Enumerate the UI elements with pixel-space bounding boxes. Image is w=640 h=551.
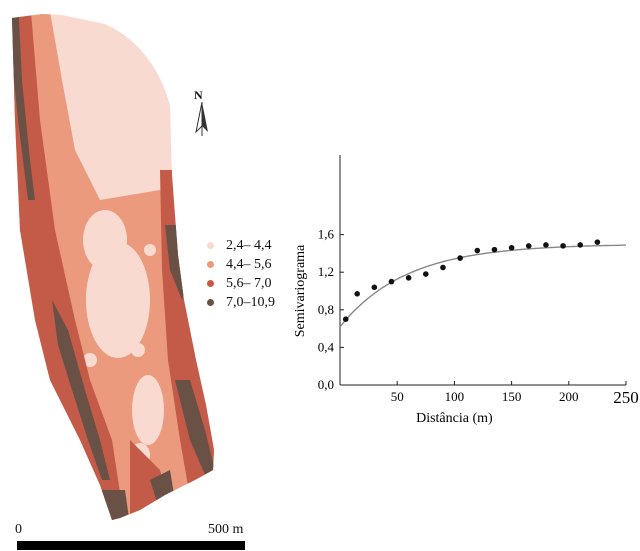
legend-swatch [207,242,214,249]
y-tick-label: 1,2 [318,264,334,279]
map [12,14,214,520]
data-point [440,264,446,271]
north-label: N [194,88,203,102]
y-tick-label: 1,6 [318,227,335,242]
data-point [491,246,498,253]
data-point [354,291,360,297]
x-axis-label: Distância (m) [416,411,493,426]
data-point [371,284,378,291]
legend-label: 5,6– 7,0 [226,276,272,291]
data-point [594,239,601,245]
data-point [405,275,412,281]
data-point [423,271,429,277]
data-point [388,278,395,285]
legend-label: 4,4– 5,6 [226,257,272,272]
scale-start-label: 0 [15,522,22,537]
y-tick-label: 0,8 [318,302,334,317]
semivariogram-chart: 50 100 150 200 250 0,0 0,4 0,8 1,2 1,6 Distância (… [293,155,639,426]
x-tick-label: 50 [391,389,404,404]
legend-item: 7,0–10,9 [207,293,275,312]
x-tick-label: 200 [559,389,579,404]
legend-item: 5,6– 7,0 [207,274,275,293]
data-point [342,316,349,322]
data-point [560,243,566,249]
legend-item: 4,4– 5,6 [207,255,275,274]
legend-swatch [207,280,214,287]
zone-low-patches [83,210,164,467]
data-point [508,244,515,251]
legend-label: 7,0–10,9 [226,295,275,310]
scale-bar [17,541,245,550]
data-point [577,242,584,248]
x-tick-label: 100 [445,389,465,404]
y-tick-label: 0,4 [318,339,335,354]
legend-swatch [207,299,214,306]
model-curve [339,244,627,328]
north-arrow-icon [195,101,208,136]
data-point [457,255,463,261]
legend-label: 2,4– 4,4 [226,238,272,253]
y-tick-label: 0,0 [318,377,334,392]
data-point [474,247,481,254]
x-tick-label: 150 [502,389,521,404]
legend-swatch [207,261,214,268]
scale-end-label: 500 m [208,522,244,537]
x-tick-label: 250 [613,388,639,407]
y-axis-label: Semivariograma [293,244,308,337]
legend-item: 2,4– 4,4 [207,236,275,255]
data-point [525,243,532,249]
map-legend: 2,4– 4,4 4,4– 5,6 5,6– 7,0 7,0–10,9 [207,236,275,312]
data-point [543,242,549,248]
